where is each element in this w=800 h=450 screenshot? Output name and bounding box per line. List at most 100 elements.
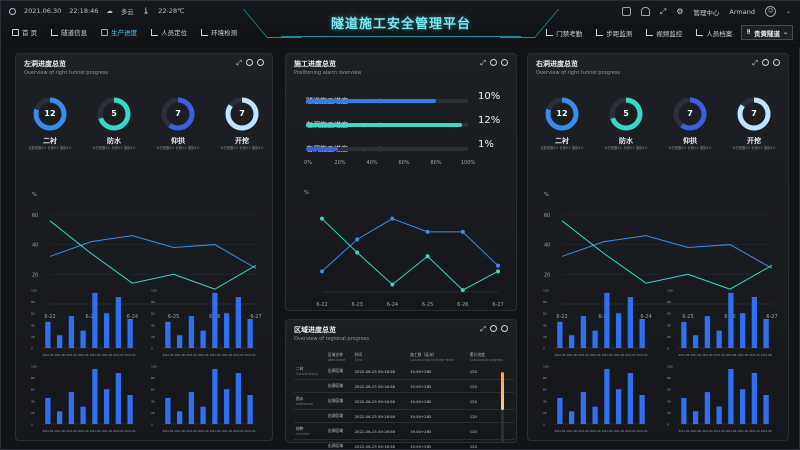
time-text: 22:18:46: [69, 7, 99, 15]
nav-item[interactable]: 隧道信息: [46, 25, 92, 39]
username[interactable]: Armand: [729, 7, 755, 16]
column-header-label: 累计进度: [469, 352, 485, 357]
column-header: 累计进度 Cumulative progress: [468, 351, 514, 363]
table-row[interactable]: 出洞区域 2022-06-23 09:16:58 19.00+285 120: [294, 379, 514, 393]
ring-value: 5: [623, 109, 629, 118]
expand-icon[interactable]: ⤢: [480, 325, 486, 333]
x-tick-label: 2021-06: [174, 353, 185, 357]
bar: [80, 406, 86, 424]
table-row[interactable]: 防水 waterproof 出洞区域 2022-06-23 09:16:58 19.00…: [294, 392, 514, 410]
group-cell: 二衬 Second lining: [294, 363, 326, 380]
x-tick-label: 6-26: [457, 302, 468, 308]
x-tick-label: 2021-06: [625, 429, 636, 433]
progress-ring: [609, 97, 643, 131]
y-tick-label: 40: [31, 399, 35, 403]
home-icon: [101, 28, 109, 36]
bar: [45, 321, 51, 348]
progress-percent: 10%: [478, 91, 501, 102]
y-tick-label: 0: [667, 347, 669, 351]
settings-icon[interactable]: [257, 59, 264, 66]
scale-tick-label: 100%: [461, 160, 476, 166]
scrollbar[interactable]: [501, 372, 504, 442]
bar-chart-icon: [201, 28, 209, 36]
bar: [728, 292, 734, 348]
progress-cell: 120: [467, 363, 514, 380]
area-cell: 出洞区域: [325, 422, 353, 440]
y-tick-label: 20: [544, 272, 550, 278]
group-cell: [294, 439, 326, 450]
table-row[interactable]: 出洞区域 2022-06-23 09:16:58 19.00+285 120: [294, 439, 514, 450]
column-header-sub: Area name: [327, 358, 346, 362]
bar: [739, 389, 746, 424]
x-tick-label: 2021-06: [221, 429, 232, 433]
area-cell: 出洞区域: [325, 409, 353, 423]
settings-icon[interactable]: [773, 59, 780, 66]
nav-item[interactable]: 人员定位: [146, 25, 192, 39]
bar-chart-icon: [51, 28, 59, 36]
nav-item[interactable]: 视频监控: [641, 26, 687, 40]
y-tick-label: 20: [667, 411, 671, 415]
fullscreen-icon[interactable]: ⤢: [659, 6, 667, 16]
nav-item[interactable]: 生产进度: [96, 25, 142, 39]
x-tick-label: 6-23: [352, 302, 363, 308]
x-tick-label: 2021-06: [690, 353, 701, 357]
progress-ring: [33, 97, 67, 131]
upload-icon[interactable]: [490, 59, 497, 66]
chevron-down-icon[interactable]: ⌄: [785, 8, 791, 15]
upload-icon[interactable]: [490, 325, 497, 332]
x-tick-label: 2021-06: [186, 353, 197, 357]
nav-item[interactable]: 首 页: [7, 25, 42, 39]
column-header-label: 时间: [354, 352, 363, 357]
project-select[interactable]: ⠿ 贵黄隧道 ⌄: [741, 25, 793, 40]
ring-value: 5: [111, 109, 117, 118]
expand-icon[interactable]: ⤢: [480, 59, 486, 67]
upload-icon[interactable]: [762, 59, 769, 66]
x-tick-label: 2021-06: [209, 353, 220, 357]
bar: [592, 406, 598, 424]
message-icon[interactable]: [621, 7, 631, 16]
y-tick-label: 40: [151, 399, 155, 403]
nav-item[interactable]: 门禁考勤: [541, 26, 587, 40]
ring-value: 7: [687, 109, 693, 118]
panel-title: 右洞进度总览: [536, 60, 578, 68]
expand-icon[interactable]: ⤢: [236, 59, 242, 67]
table-row[interactable]: 仰拱 Inverted 出洞区域 2022-06-23 09:16:58 19.00+2…: [294, 422, 514, 440]
bar: [681, 321, 687, 348]
y-tick-label: 0: [31, 423, 33, 427]
avatar[interactable]: ☺: [764, 6, 776, 17]
x-tick-label: 2021-06: [113, 353, 124, 357]
progress-percent: 1%: [478, 139, 494, 150]
temperature-text: 22-28℃: [158, 7, 185, 15]
settings-icon[interactable]: [501, 59, 508, 66]
y-tick-label: 100: [151, 365, 157, 369]
bar: [56, 411, 63, 424]
table-row[interactable]: 出洞区域 2022-06-23 09:16:58 19.00+285 120: [294, 409, 514, 423]
nav-item[interactable]: 环境检测: [196, 25, 242, 39]
x-tick-label: 2021-06: [89, 429, 100, 433]
x-tick-label: 2021-06: [737, 353, 748, 357]
management-center-link[interactable]: 管理中心: [693, 8, 720, 17]
progress-fill: [306, 123, 462, 127]
progress-row: 隧道施工进度156/1544米10%: [306, 88, 500, 107]
nav-item[interactable]: 步距监测: [591, 26, 637, 40]
settings-icon[interactable]: ⚙: [676, 7, 684, 16]
nav-item[interactable]: 人员档案: [691, 26, 737, 40]
y-tick-label: 0: [151, 423, 153, 427]
ring-name: 二衬: [555, 137, 569, 145]
expand-icon[interactable]: ⤢: [752, 59, 758, 67]
upload-icon[interactable]: [246, 59, 253, 66]
ring-row: 12 二衬 当前进度4人 计划4人 报告4人 5 防水 今日进度4人 计划4人 报告4人 7…: [540, 96, 784, 166]
progress-track: [306, 123, 468, 127]
data-point: [390, 216, 395, 221]
settings-icon[interactable]: [501, 325, 508, 332]
table-row[interactable]: 二衬 Second lining 出洞区域 2022-06-23 09:16:58 19…: [294, 363, 514, 380]
bar: [223, 313, 230, 348]
y-tick-label: 60: [544, 213, 550, 219]
progress-cell: 120: [467, 439, 514, 450]
scrollbar-thumb[interactable]: [501, 372, 504, 410]
bell-icon[interactable]: [640, 7, 650, 16]
